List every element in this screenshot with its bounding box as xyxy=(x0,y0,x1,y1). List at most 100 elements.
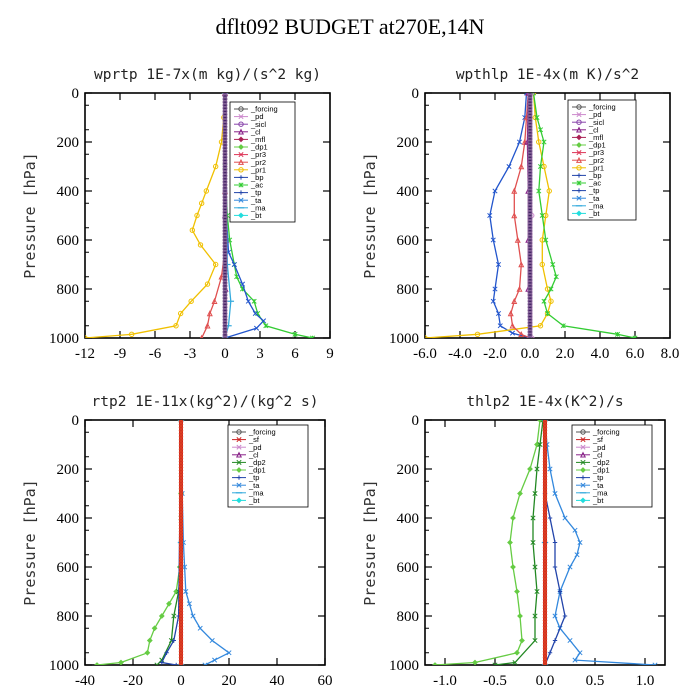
marker-x-b xyxy=(530,515,536,521)
marker-circle xyxy=(527,200,533,206)
marker-circle xyxy=(222,160,228,166)
marker-circle xyxy=(527,234,533,240)
marker-circle xyxy=(222,115,228,120)
marker-x-b xyxy=(238,152,244,158)
panel-wprtp: wprtp 1E-7x(m kg)/(s^2 kg) 0 200 400 600 800 1… xyxy=(21,67,334,362)
marker-circle xyxy=(222,127,228,133)
legend-entry: _pr3 xyxy=(588,148,604,157)
series-line-ta xyxy=(180,420,231,665)
marker-circle xyxy=(188,298,194,304)
legend-entry: _dp1 xyxy=(248,466,266,475)
marker-circle xyxy=(222,262,228,267)
marker-circle xyxy=(222,136,228,142)
legend-entry: _bt xyxy=(592,496,604,505)
legend-entry: _ta xyxy=(248,481,260,490)
marker-circle xyxy=(527,157,533,163)
marker-circle xyxy=(527,329,533,335)
marker-circle xyxy=(576,119,582,125)
marker-circle xyxy=(527,203,533,209)
marker-circle xyxy=(222,173,228,179)
plot-frame xyxy=(84,92,331,339)
series-line-ta xyxy=(544,420,656,665)
x-tick-label: -12 xyxy=(75,346,95,362)
legend-entry: _sicl xyxy=(588,118,604,127)
marker-x-b xyxy=(530,539,536,546)
marker-circle xyxy=(222,289,228,295)
marker-x-b xyxy=(572,657,578,663)
marker-circle xyxy=(527,292,533,298)
marker-circle xyxy=(222,121,228,127)
marker-circle xyxy=(527,265,533,271)
marker-circle xyxy=(527,307,533,313)
x-tick-label: 1.0 xyxy=(636,673,655,689)
marker-diamond xyxy=(166,600,172,607)
series-line-dp2 xyxy=(156,420,182,665)
marker-circle xyxy=(546,188,552,194)
marker-triangle xyxy=(237,158,245,165)
marker-x-a xyxy=(542,662,546,665)
marker-diamond xyxy=(514,588,520,595)
marker-diamond xyxy=(527,466,533,472)
legend-entry: _pr1 xyxy=(588,163,604,172)
marker-circle xyxy=(527,301,533,307)
marker-circle xyxy=(222,317,228,323)
y-tick-label: 400 xyxy=(57,184,80,200)
marker-x-b xyxy=(537,441,543,448)
marker-circle xyxy=(222,252,228,258)
y-axis-label: Pressure [hPa] xyxy=(361,479,379,605)
legend-entry: _ac xyxy=(588,179,601,188)
marker-circle xyxy=(222,213,228,218)
marker-x-a xyxy=(178,662,182,665)
x-tick-label: 6 xyxy=(291,346,299,362)
legend-entry: _cl xyxy=(592,450,603,459)
marker-x-b xyxy=(190,613,196,619)
series-line-tp xyxy=(544,420,566,665)
marker-circle xyxy=(222,283,228,289)
marker-triangle xyxy=(509,322,516,329)
marker-x-b xyxy=(506,163,512,170)
panel-title: wpthlp 1E-4x(m K)/s^2 xyxy=(456,67,639,83)
marker-circle xyxy=(222,246,228,252)
marker-circle xyxy=(527,136,533,142)
marker-circle xyxy=(527,243,533,249)
marker-circle xyxy=(527,191,533,197)
marker-circle xyxy=(222,304,228,310)
marker-x-b xyxy=(547,466,553,472)
y-tick-label: 400 xyxy=(397,184,420,200)
marker-x-b xyxy=(236,437,242,443)
marker-diamond xyxy=(151,625,158,632)
marker-x-b xyxy=(577,650,583,656)
marker-circle xyxy=(222,219,228,225)
marker-circle xyxy=(527,209,533,215)
marker-circle xyxy=(543,212,549,219)
marker-x-b xyxy=(534,588,540,595)
x-tick-label: 2.0 xyxy=(556,346,575,362)
marker-circle xyxy=(527,320,533,326)
marker-circle xyxy=(527,102,533,108)
marker-circle xyxy=(222,206,228,212)
marker-circle xyxy=(527,139,533,145)
marker-x-a xyxy=(532,93,537,96)
marker-circle xyxy=(222,194,228,200)
marker-circle xyxy=(222,332,228,338)
legend-entry: _dp2 xyxy=(248,458,266,467)
y-tick-label: 200 xyxy=(57,462,80,478)
marker-circle xyxy=(222,164,228,169)
x-tick-label: 3 xyxy=(256,346,264,362)
marker-diamond xyxy=(510,564,516,570)
marker-circle xyxy=(544,286,551,292)
marker-circle xyxy=(222,108,228,114)
x-tick-label: 60 xyxy=(318,673,333,689)
x-tick-label: -2.0 xyxy=(483,346,507,362)
marker-x-a xyxy=(154,662,158,665)
marker-circle xyxy=(527,124,533,130)
marker-x-b xyxy=(580,482,586,488)
y-tick-label: 800 xyxy=(57,282,80,298)
marker-x-a xyxy=(309,335,314,338)
marker-circle xyxy=(527,240,533,246)
marker-circle xyxy=(222,188,228,194)
marker-x-b xyxy=(183,588,189,595)
marker-circle xyxy=(222,111,228,117)
legend-entry: _ma xyxy=(588,201,604,210)
marker-diamond xyxy=(236,497,242,504)
